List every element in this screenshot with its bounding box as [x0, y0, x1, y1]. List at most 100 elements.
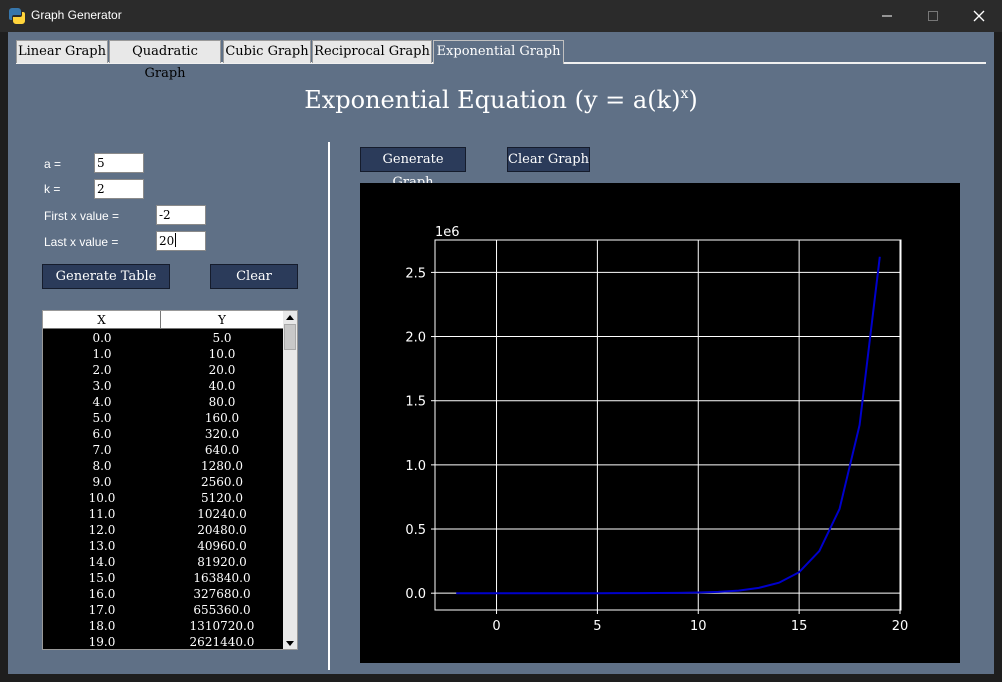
scroll-down-button[interactable]: [283, 637, 297, 649]
table-row[interactable]: 19.0 2621440.0: [43, 634, 283, 649]
table-row[interactable]: 4.0 80.0: [43, 394, 283, 410]
x-tick-label: 15: [791, 619, 808, 634]
table-row[interactable]: 0.0 5.0: [43, 330, 283, 346]
exponential-chart: 0 5 10 15 20 0.0 0.5 1.0 1.5 2.0 2.5 1e6: [405, 225, 909, 634]
cell-y: 640.0: [204, 443, 240, 457]
page-title: Exponential Equation (y = a(k)x): [8, 86, 994, 114]
values-table: X Y 0.0 5.0 1.0 10.0 2.0 20.0 3.0 40.0 4.0 80.0 5.…: [42, 310, 298, 650]
page-title-exponent: x: [680, 86, 689, 102]
cell-y: 20480.0: [197, 523, 247, 537]
graph-canvas: 0 5 10 15 20 0.0 0.5 1.0 1.5 2.0 2.5 1e6: [360, 183, 960, 663]
maximize-button[interactable]: [910, 0, 956, 32]
cell-x: 18.0: [88, 619, 116, 633]
y-offset-label: 1e6: [435, 225, 460, 240]
last-x-input[interactable]: 20: [156, 231, 206, 251]
table-row[interactable]: 13.0 40960.0: [43, 538, 283, 554]
arrow-down-icon: [286, 640, 294, 646]
cell-x: 19.0: [88, 635, 116, 649]
cell-x: 15.0: [88, 571, 116, 585]
cell-y: 1280.0: [201, 459, 243, 473]
cell-x: 13.0: [88, 539, 116, 553]
table-row[interactable]: 9.0 2560.0: [43, 474, 283, 490]
x-tick-label: 20: [892, 619, 909, 634]
cell-y: 2560.0: [201, 475, 243, 489]
table-row[interactable]: 14.0 81920.0: [43, 554, 283, 570]
tab-reciprocal-graph[interactable]: Reciprocal Graph: [312, 40, 432, 63]
cell-x: 0.0: [92, 331, 112, 345]
cell-y: 320.0: [204, 427, 240, 441]
table-row[interactable]: 8.0 1280.0: [43, 458, 283, 474]
generate-table-button[interactable]: Generate Table: [42, 264, 170, 289]
table-row[interactable]: 16.0 327680.0: [43, 586, 283, 602]
cell-x: 3.0: [92, 379, 112, 393]
y-tick-label: 2.5: [405, 266, 426, 281]
scroll-up-button[interactable]: [283, 311, 297, 323]
tab-quadratic-graph[interactable]: Quadratic Graph: [109, 40, 221, 81]
tab-exponential-graph[interactable]: Exponential Graph: [433, 40, 564, 64]
y-tick-label: 1.0: [405, 459, 426, 474]
table-row[interactable]: 11.0 10240.0: [43, 506, 283, 522]
last-x-label: Last x value =: [44, 235, 119, 249]
table-scrollbar[interactable]: [283, 311, 297, 649]
cell-x: 6.0: [92, 427, 112, 441]
generate-graph-button[interactable]: Generate Graph: [360, 147, 466, 190]
maximize-icon: [928, 11, 938, 21]
y-tick-label: 0.0: [405, 587, 426, 602]
cell-x: 5.0: [92, 411, 112, 425]
table-row[interactable]: 6.0 320.0: [43, 426, 283, 442]
column-header-x[interactable]: X: [43, 311, 161, 329]
table-row[interactable]: 7.0 640.0: [43, 442, 283, 458]
table-row[interactable]: 10.0 5120.0: [43, 490, 283, 506]
arrow-up-icon: [286, 314, 294, 320]
cell-x: 2.0: [92, 363, 112, 377]
clear-graph-button[interactable]: Clear Graph: [507, 147, 590, 172]
vertical-divider: [328, 142, 330, 670]
cell-y: 5120.0: [201, 491, 243, 505]
window-title: Graph Generator: [31, 8, 122, 22]
python-app-icon: [9, 8, 25, 24]
plot-frame: [434, 239, 902, 611]
table-row[interactable]: 18.0 1310720.0: [43, 618, 283, 634]
cell-x: 4.0: [92, 395, 112, 409]
x-tick-label: 0: [492, 619, 500, 634]
clear-table-button[interactable]: Clear: [210, 264, 298, 289]
x-tick-label: 5: [593, 619, 601, 634]
tab-cubic-graph[interactable]: Cubic Graph: [223, 40, 311, 63]
a-input[interactable]: 5: [94, 153, 144, 173]
cell-x: 8.0: [92, 459, 112, 473]
scrollbar-thumb[interactable]: [284, 324, 296, 350]
cell-y: 655360.0: [193, 603, 251, 617]
page-title-text: Exponential Equation (y = a(k): [304, 86, 681, 114]
last-x-value: 20: [159, 234, 175, 248]
tab-linear-graph[interactable]: Linear Graph: [16, 40, 108, 63]
close-icon: [973, 10, 985, 22]
k-label: k =: [44, 182, 61, 196]
column-header-y[interactable]: Y: [218, 313, 226, 327]
cell-x: 14.0: [88, 555, 116, 569]
table-row[interactable]: 5.0 160.0: [43, 410, 283, 426]
table-row[interactable]: 2.0 20.0: [43, 362, 283, 378]
cell-x: 12.0: [88, 523, 116, 537]
cell-x: 11.0: [88, 507, 116, 521]
k-input[interactable]: 2: [94, 179, 144, 199]
first-x-input[interactable]: -2: [156, 205, 206, 225]
table-row[interactable]: 12.0 20480.0: [43, 522, 283, 538]
cell-y: 81920.0: [197, 555, 247, 569]
close-button[interactable]: [956, 0, 1002, 32]
cell-y: 40.0: [208, 379, 236, 393]
cell-y: 5.0: [212, 331, 232, 345]
cell-y: 20.0: [208, 363, 236, 377]
table-row[interactable]: 3.0 40.0: [43, 378, 283, 394]
table-row[interactable]: 1.0 10.0: [43, 346, 283, 362]
cell-x: 7.0: [92, 443, 112, 457]
cell-y: 10.0: [208, 347, 236, 361]
table-header: X Y: [43, 311, 283, 329]
cell-y: 327680.0: [193, 587, 251, 601]
cell-y: 80.0: [208, 395, 236, 409]
table-row[interactable]: 17.0 655360.0: [43, 602, 283, 618]
minimize-button[interactable]: [864, 0, 910, 32]
main-panel: Linear Graph Quadratic Graph Cubic Graph…: [8, 32, 994, 674]
table-row[interactable]: 15.0 163840.0: [43, 570, 283, 586]
minimize-icon: [882, 15, 892, 17]
table-body: 0.0 5.0 1.0 10.0 2.0 20.0 3.0 40.0 4.0 80.0 5.0 160…: [43, 330, 283, 649]
